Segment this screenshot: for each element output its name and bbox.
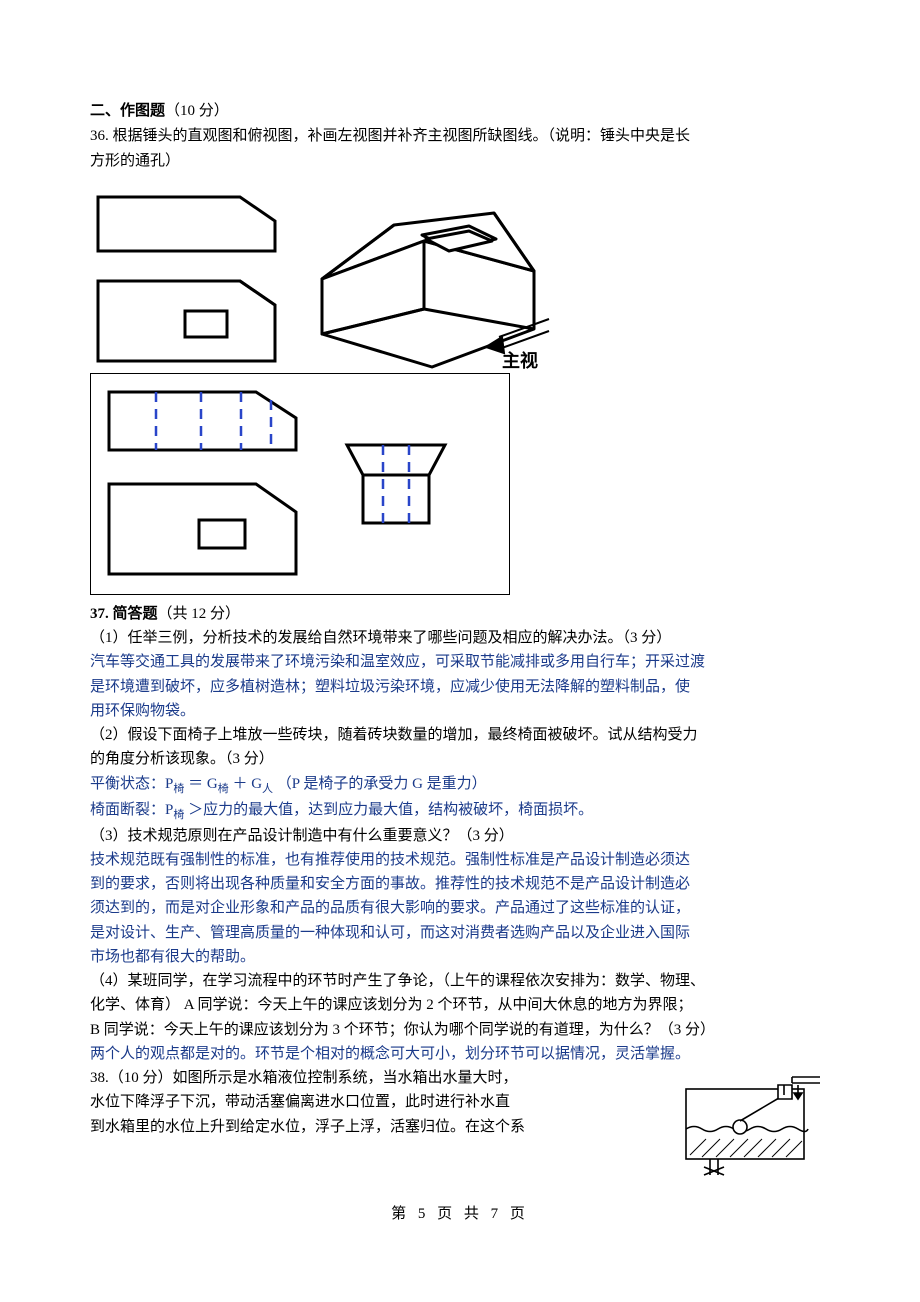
q37-2-a1-sub2: 椅 [218, 783, 229, 795]
q37-2-a1-sub1: 椅 [173, 783, 184, 795]
q37-2-a1-sub3: 人 [262, 783, 273, 795]
q36-line1: 36. 根据锤头的直观图和俯视图，补画左视图并补齐主视图所缺图线。（说明：锤头中… [90, 125, 830, 148]
q37-1-q: （1）任举三例，分析技术的发展给自然环境带来了哪些问题及相应的解决办法。（3 分… [90, 627, 830, 650]
q37-2-q2: 的角度分析该现象。（3 分） [90, 748, 830, 771]
q36-orthographic-given [90, 189, 290, 369]
section-2-title-rest: （10 分） [165, 103, 229, 119]
q37-2-q1: （2）假设下面椅子上堆放一些砖块，随着砖块数量的增加，最终椅面被破坏。试从结构受… [90, 724, 830, 747]
q37-1-a2: 是环境遭到破坏，应多植树造林；塑料垃圾污染环境，应减少使用无法降解的塑料制品，使 [90, 676, 830, 699]
q36-solution-left-view [341, 439, 451, 529]
q37-2-a1-pre: 平衡状态：P [90, 776, 173, 792]
q37-3-a3: 须达到的，而是对企业形象和产品的品质有很大影响的要求。产品通过了这些标准的认证， [90, 897, 830, 920]
q36-solution-box [90, 373, 510, 595]
q37-2-a1: 平衡状态：P椅 ＝ G椅 ＋ G人 （P 是椅子的承受力 G 是重力） [90, 773, 830, 798]
q37-3-a4: 是对设计、生产、管理高质量的一种体现和认可，而这对消费者选购产品以及企业进入国际 [90, 922, 830, 945]
q37-3-a1: 技术规范既有强制性的标准，也有推荐使用的技术规范。强制性标准是产品设计制造必须达 [90, 849, 830, 872]
q37-4-a: 两个人的观点都是对的。环节是个相对的概念可大可小，划分环节可以据情况，灵活掌握。 [90, 1043, 830, 1066]
q37-4-q2: 化学、体育） A 同学说：今天上午的课应该划分为 2 个环节，从中间大休息的地方… [90, 994, 830, 1017]
q37-2-a1-tail: （P 是椅子的承受力 G 是重力） [273, 776, 487, 792]
q38-tank-figure [680, 1071, 830, 1181]
q37-2-a2-tail: ＞应力的最大值，达到应力最大值，结构被破坏，椅面损坏。 [184, 802, 593, 818]
q37-title-bold: 37. 简答题 [90, 606, 158, 622]
q37-1-a3: 用环保购物袋。 [90, 700, 830, 723]
q38-block: 38.（10 分）如图所示是水箱液位控制系统，当水箱出水量大时， 水位下降浮子下… [90, 1067, 830, 1139]
q37-2-a1-mid2: ＋ G [229, 776, 262, 792]
q37-heading: 37. 简答题（共 12 分） [90, 603, 830, 626]
q36-isometric: 主视 [304, 179, 554, 369]
q37-4-q3: B 同学说：今天上午的课应该划分为 3 个环节；你认为哪个同学说的有道理，为什么… [90, 1019, 830, 1042]
q37-1-a1: 汽车等交通工具的发展带来了环境污染和温室效应，可采取节能减排或多用自行车；开采过… [90, 651, 830, 674]
section-2-heading: 二、作图题（10 分） [90, 100, 830, 123]
q37-2-a2: 椅面断裂：P椅 ＞应力的最大值，达到应力最大值，结构被破坏，椅面损坏。 [90, 799, 830, 824]
section-2-title-bold: 二、作图题 [90, 103, 165, 119]
q36-solution-ortho [101, 384, 311, 584]
q37-2-a2-sub1: 椅 [173, 809, 184, 821]
q37-2-a2-pre: 椅面断裂：P [90, 802, 173, 818]
q37-3-a2: 到的要求，否则将出现各种质量和安全方面的事故。推荐性的技术规范不是产品设计制造必 [90, 873, 830, 896]
q37-3-a5: 市场也都有很大的帮助。 [90, 946, 830, 969]
q36-line2: 方形的通孔） [90, 150, 830, 173]
q37-title-rest: （共 12 分） [158, 606, 241, 622]
q37-2-a1-mid1: ＝ G [184, 776, 217, 792]
q36-iso-label: 主视 [502, 350, 538, 369]
q37-3-q: （3）技术规范原则在产品设计制造中有什么重要意义？（3 分） [90, 825, 830, 848]
q37-4-q1: （4）某班同学，在学习流程中的环节时产生了争论，（上午的课程依次安排为：数学、物… [90, 970, 830, 993]
q36-given-figure: 主视 [90, 179, 830, 369]
page-footer: 第 5 页 共 7 页 [90, 1203, 830, 1226]
